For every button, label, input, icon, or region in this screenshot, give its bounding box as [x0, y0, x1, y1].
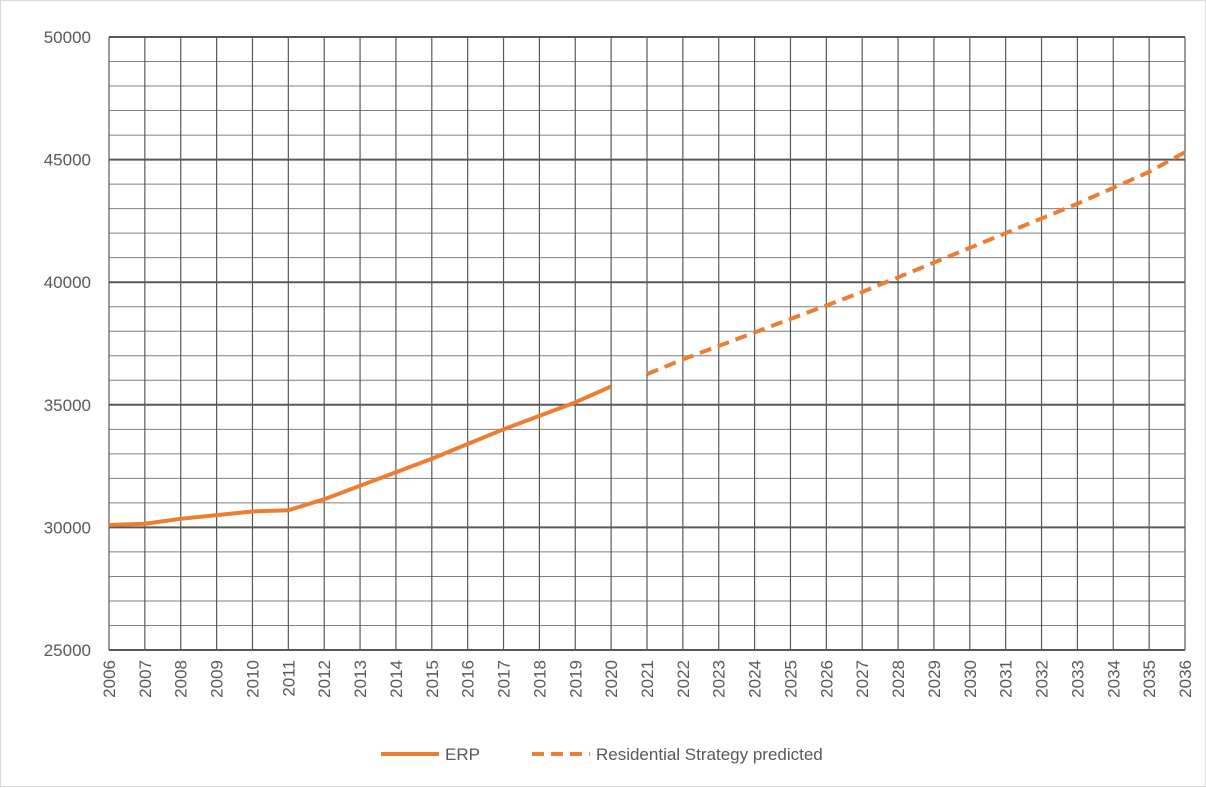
- y-tick-label: 35000: [44, 396, 91, 415]
- x-tick-label: 2025: [781, 660, 800, 698]
- x-tick-label: 2022: [674, 660, 693, 698]
- x-tick-label: 2032: [1033, 660, 1052, 698]
- data-point: [502, 427, 506, 431]
- data-point: [1075, 202, 1079, 206]
- y-tick-label: 45000: [44, 151, 91, 170]
- x-tick-label: 2010: [243, 660, 262, 698]
- x-tick-label: 2016: [459, 660, 478, 698]
- x-tick-label: 2017: [495, 660, 514, 698]
- x-tick-label: 2026: [817, 660, 836, 698]
- series-layer: [107, 150, 1187, 527]
- data-point: [896, 275, 900, 279]
- x-tick-label: 2023: [710, 660, 729, 698]
- vertical-gridlines: [108, 37, 1186, 650]
- data-point: [824, 303, 828, 307]
- data-point: [1147, 170, 1151, 174]
- x-tick-label: 2008: [172, 660, 191, 698]
- x-tick-label: 2024: [746, 660, 765, 698]
- x-tick-label: 2018: [530, 660, 549, 698]
- legend-label: ERP: [445, 745, 480, 764]
- data-point: [609, 384, 613, 388]
- x-tick-label: 2033: [1068, 660, 1087, 698]
- x-tick-label: 2029: [925, 660, 944, 698]
- data-point: [322, 497, 326, 501]
- legend: ERP Residential Strategy predicted: [381, 745, 823, 764]
- data-point: [394, 470, 398, 474]
- data-point: [107, 523, 111, 527]
- x-tick-label: 2021: [638, 660, 657, 698]
- x-tick-label: 2011: [279, 660, 298, 697]
- x-tick-label: 2034: [1104, 660, 1123, 698]
- data-point: [179, 517, 183, 521]
- data-point: [250, 509, 254, 513]
- x-tick-label: 2027: [853, 660, 872, 698]
- x-tick-label: 2036: [1176, 660, 1195, 698]
- data-point: [681, 357, 685, 361]
- data-point: [860, 290, 864, 294]
- y-tick-label: 40000: [44, 273, 91, 292]
- x-tick-label: 2012: [315, 660, 334, 698]
- x-tick-label: 2035: [1140, 660, 1159, 698]
- x-tick-label: 2013: [351, 660, 370, 698]
- data-point: [430, 457, 434, 461]
- y-tick-label: 25000: [44, 641, 91, 660]
- data-point: [788, 317, 792, 321]
- x-tick-label: 2009: [208, 660, 227, 698]
- data-point: [753, 330, 757, 334]
- data-point: [968, 246, 972, 250]
- x-axis-tick-labels: 2006 2007 2008 2009 2010 2011 2012 2013 2014 2015…: [100, 660, 1195, 698]
- data-point: [573, 400, 577, 404]
- y-axis-tick-labels: 25000 30000 35000 40000 45000 50000: [44, 28, 91, 660]
- data-point: [932, 261, 936, 265]
- x-tick-label: 2007: [136, 660, 155, 698]
- x-tick-label: 2030: [961, 660, 980, 698]
- data-point: [1183, 150, 1187, 154]
- data-point: [215, 513, 219, 517]
- x-tick-label: 2020: [602, 660, 621, 698]
- data-point: [537, 414, 541, 418]
- y-tick-label: 50000: [44, 28, 91, 47]
- data-point: [143, 522, 147, 526]
- x-tick-label: 2031: [997, 660, 1016, 698]
- major-gridlines: [109, 36, 1185, 651]
- x-tick-label: 2006: [100, 660, 119, 698]
- x-tick-label: 2028: [889, 660, 908, 698]
- data-point: [1040, 216, 1044, 220]
- data-point: [645, 372, 649, 376]
- x-tick-label: 2019: [566, 660, 585, 698]
- x-tick-label: 2015: [423, 660, 442, 698]
- y-tick-label: 30000: [44, 518, 91, 537]
- series-line-erp: [108, 384, 612, 527]
- data-point: [1111, 186, 1115, 190]
- x-tick-label: 2014: [387, 660, 406, 698]
- data-point: [466, 442, 470, 446]
- legend-label: Residential Strategy predicted: [596, 745, 823, 764]
- data-point: [717, 344, 721, 348]
- data-point: [286, 508, 290, 512]
- series-line-residential-strategy-predicted: [646, 150, 1186, 377]
- data-point: [358, 484, 362, 488]
- data-point: [1004, 231, 1008, 235]
